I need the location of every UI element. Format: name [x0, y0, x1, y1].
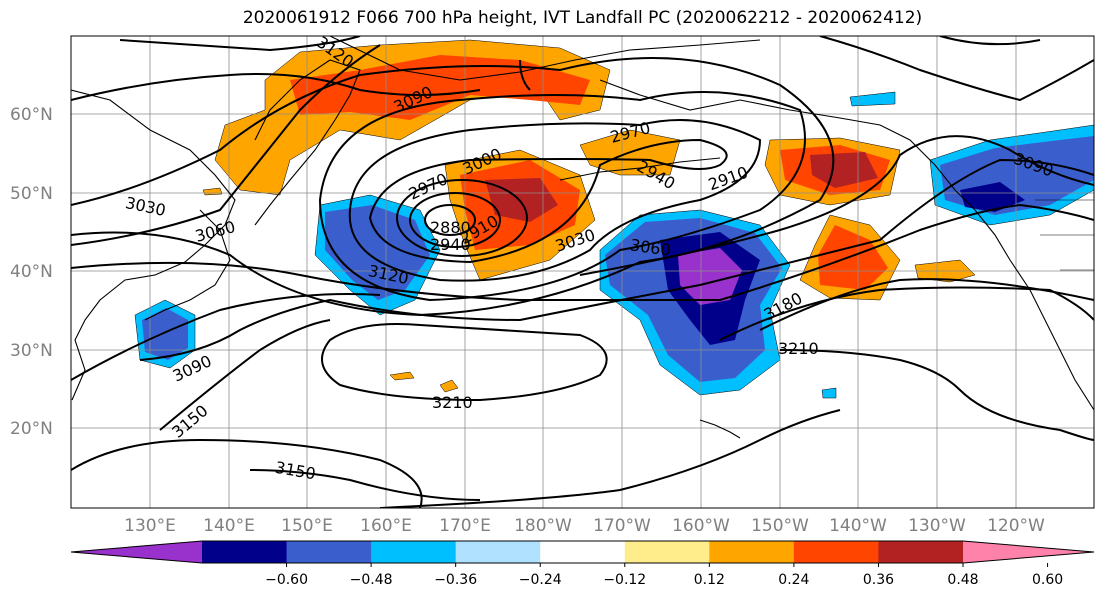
colorbar-tick-label: 0.24	[778, 572, 809, 588]
kamchatka-coastline	[254, 59, 361, 226]
coastlines	[71, 36, 1094, 439]
asia-coastline	[71, 89, 236, 401]
contour-3210-east	[779, 349, 1094, 441]
small-negative-speck	[821, 387, 837, 399]
contour-3000	[318, 91, 806, 302]
aleutian-coastline	[559, 157, 721, 181]
colorbar-tick-label: 0.48	[947, 572, 978, 588]
lon-label: 130°E	[124, 516, 176, 536]
lon-label: 130°W	[908, 516, 966, 536]
contour-3120	[71, 203, 1094, 302]
colorbar-segment	[286, 541, 372, 563]
siberia-coastline	[329, 36, 761, 81]
strongest-negative-central	[678, 248, 742, 305]
contour-3090	[71, 73, 1094, 361]
lon-label: 170°E	[439, 516, 491, 536]
gridlines	[71, 36, 1094, 508]
hawaii-coastline	[699, 419, 741, 439]
positive-anomaly-east-inner	[818, 225, 888, 290]
colorbar-extend-high	[963, 541, 1094, 563]
lon-label: 140°E	[203, 516, 255, 536]
colorbar-tick-label: −0.12	[603, 572, 646, 588]
contour-3210-west	[321, 323, 608, 402]
na-west-coastline	[974, 209, 1094, 411]
negative-anomaly-small-top	[849, 91, 896, 107]
lon-label: 160°E	[360, 516, 412, 536]
lat-label: 60°N	[10, 105, 53, 125]
map-frame	[70, 35, 1095, 509]
colorbar-tick-label: −0.36	[434, 572, 477, 588]
colorbar-segment	[540, 541, 626, 563]
contour-low-core-2	[409, 192, 501, 248]
colorbar-segment	[455, 541, 541, 563]
negative-anomaly-japan-inner	[142, 308, 188, 360]
contour-low-core-3	[396, 179, 528, 257]
map-area: 3120 3090 3030 3060 2970 3000 2880 2910 …	[71, 36, 1094, 508]
lon-label: 170°W	[593, 516, 651, 536]
colorbar-segment	[878, 541, 964, 563]
contour-label: 2880	[430, 218, 471, 237]
contour-label: 3210	[432, 393, 473, 412]
lat-label: 50°N	[10, 184, 53, 204]
lat-label: 30°N	[10, 341, 53, 361]
contour-3180	[719, 286, 1094, 341]
contour-3060	[71, 44, 1094, 276]
small-positive-speck	[389, 371, 415, 381]
contour-2940	[368, 138, 728, 264]
colorbar-tick-label: 0.36	[863, 572, 894, 588]
latitude-labels: 60°N 50°N 40°N 30°N 20°N	[10, 105, 53, 439]
contour-label: 2940	[430, 235, 471, 254]
colorbar-segment	[371, 541, 457, 563]
contour-north	[119, 36, 1094, 102]
colorbar-tick-label: −0.48	[350, 572, 393, 588]
strong-negative-northeast	[960, 182, 1025, 212]
map-title: 2020061912 F066 700 hPa height, IVT Land…	[242, 8, 923, 28]
colorbar-tick-label: −0.60	[265, 572, 308, 588]
colorbar-tick-label: 0.60	[1032, 572, 1063, 588]
lon-label: 120°W	[987, 516, 1045, 536]
colorbar-outline	[70, 540, 1095, 564]
lon-label: 140°W	[829, 516, 887, 536]
lat-label: 40°N	[10, 262, 53, 282]
contour-south	[71, 409, 841, 508]
colorbar-segment	[709, 541, 795, 563]
colorbar-extend-low	[71, 541, 202, 563]
strong-positive-gulf	[810, 152, 878, 188]
contour-label: 3210	[778, 339, 819, 358]
lon-label: 180°W	[514, 516, 572, 536]
contour-low-core-1	[424, 204, 476, 236]
lat-label: 20°N	[10, 419, 53, 439]
height-contours	[71, 36, 1094, 508]
colorbar-tick-label: −0.24	[519, 572, 562, 588]
colorbar: −0.60 −0.48 −0.36 −0.24 −0.12 0.12 0.24 0.36 0.4…	[70, 540, 1095, 588]
lon-label: 150°E	[281, 516, 333, 536]
colorbar-segment	[202, 541, 288, 563]
colorbar-segment	[793, 541, 879, 563]
lon-label: 160°W	[672, 516, 730, 536]
positive-anomaly-north-inner	[290, 55, 590, 120]
contour-3150	[71, 278, 1094, 501]
colorbar-tick-label: 0.12	[694, 572, 725, 588]
longitude-labels: 130°E 140°E 150°E 160°E 170°E 180°W 170°…	[124, 516, 1045, 536]
colorbar-segment	[624, 541, 710, 563]
small-positive-speck	[439, 379, 459, 393]
contour-2970	[348, 119, 762, 282]
alaska-coastline	[599, 79, 976, 211]
na-interior-border	[1035, 199, 1094, 271]
lon-label: 150°W	[751, 516, 809, 536]
japan-coastline	[144, 209, 231, 321]
